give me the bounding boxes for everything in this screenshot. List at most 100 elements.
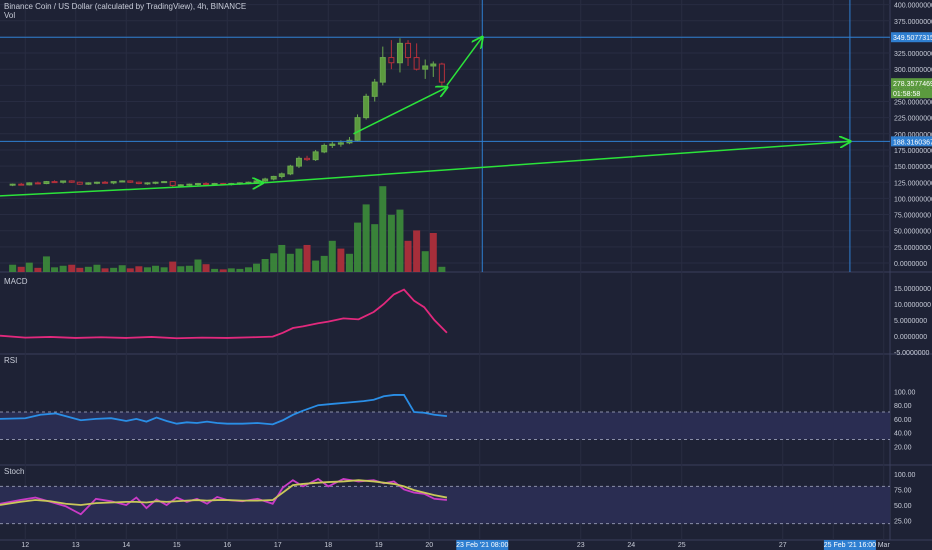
volume-label: Vol [4, 11, 16, 20]
volume-bar [143, 267, 151, 272]
time-tick-label: Mar [878, 542, 891, 549]
stoch-tick-label: 75.00 [894, 488, 912, 495]
rsi-line [0, 394, 448, 426]
candle-body [262, 178, 269, 182]
candle-body [68, 180, 75, 183]
volume-bar [295, 248, 303, 272]
candle-body [354, 117, 361, 141]
volume-bar [362, 204, 370, 272]
volume-bar [185, 265, 193, 272]
time-tick-label: 27 [779, 542, 787, 549]
volume-bar [202, 264, 210, 272]
rsi-tick-label: 20.00 [894, 444, 912, 451]
candle-body [321, 144, 328, 153]
time-tick-label: 18 [324, 542, 332, 549]
volume-bar [387, 214, 395, 272]
volume-bar [9, 264, 17, 272]
price-tick-label: 200.0000000 [894, 132, 932, 139]
volume-bar [76, 267, 84, 272]
volume-bar [303, 244, 311, 272]
candle-body [161, 181, 168, 184]
volume-bar [278, 244, 286, 272]
volume-bar [421, 251, 429, 272]
candle-body [430, 63, 437, 67]
time-highlight-label: 23 Feb '21 08:00 [456, 542, 508, 549]
price-tick-label: 50.0000000 [894, 229, 931, 236]
time-tick-label: 25 [678, 542, 686, 549]
trend-arrow [262, 141, 850, 184]
time-tick-label: 15 [173, 542, 181, 549]
current-price-tag: 278.3577469 [893, 81, 932, 88]
price-tick-label: 125.0000000 [894, 180, 932, 187]
macd-tick-label: -5.0000000 [894, 350, 930, 357]
candle-body [388, 57, 395, 64]
time-tick-label: 20 [425, 542, 433, 549]
candle-body [270, 175, 277, 180]
candle-body [186, 183, 193, 186]
upper-line-price-tag-bg [891, 32, 932, 43]
candle-body [304, 157, 311, 161]
candle-body [76, 181, 83, 185]
candle-body [34, 182, 41, 185]
candle-body [144, 182, 151, 185]
macd-pane-label: MACD [4, 277, 28, 286]
candle-body [102, 181, 109, 184]
candle-body [43, 181, 50, 185]
candle-body [127, 180, 134, 183]
candle-body [26, 182, 33, 186]
volume-bar [42, 256, 50, 272]
rsi-tick-label: 60.00 [894, 417, 912, 424]
candle-body [278, 173, 285, 177]
candle-body [119, 180, 126, 183]
price-tick-label: 0.0000000 [894, 261, 927, 268]
candle-body [337, 142, 344, 145]
candle-body [152, 181, 159, 184]
candle-body [135, 181, 142, 185]
volume-bar [244, 267, 252, 272]
candle-body [9, 183, 16, 186]
rsi-tick-label: 100.00 [894, 390, 916, 397]
rsi-pane-label: RSI [4, 356, 18, 365]
volume-bar [169, 261, 177, 272]
volume-bar [337, 248, 345, 272]
candle-body [438, 63, 445, 83]
stoch-tick-label: 50.00 [894, 503, 912, 510]
volume-bar [429, 233, 437, 272]
candle-body [18, 183, 25, 186]
candle-body [194, 183, 201, 186]
volume-bar [84, 266, 92, 272]
macd-tick-label: 5.0000000 [894, 318, 927, 325]
volume-bar [227, 268, 235, 272]
candle-body [396, 42, 403, 64]
volume-bar [211, 268, 219, 272]
candle-body [211, 183, 218, 186]
time-tick-label: 13 [72, 542, 80, 549]
candle-body [312, 151, 319, 161]
candle-body [169, 181, 176, 186]
price-tick-label: 325.0000000 [894, 51, 932, 58]
countdown-tag: 01:58:58 [893, 91, 920, 98]
candle-body [413, 57, 420, 70]
time-tick-label: 12 [21, 542, 29, 549]
lower-line-price-tag: 188.3160367 [893, 139, 932, 146]
macd-tick-label: 15.0000000 [894, 286, 931, 293]
volume-bar [404, 240, 412, 272]
volume-bar [93, 264, 101, 272]
macd-tick-label: 10.0000000 [894, 302, 931, 309]
time-highlight-label: 25 Feb '21 16:00 [824, 542, 876, 549]
price-tick-label: 300.0000000 [894, 67, 932, 74]
macd-line [0, 288, 448, 340]
rsi-tick-label: 80.00 [894, 403, 912, 410]
volume-bar [118, 265, 126, 272]
candle-body [110, 181, 117, 184]
time-highlight-bg [456, 540, 509, 550]
candle-body [203, 183, 210, 186]
volume-bar [379, 186, 387, 272]
volume-bar [51, 267, 59, 272]
candle-body [177, 184, 184, 187]
volume-bar [17, 266, 25, 272]
volume-bar [236, 268, 244, 272]
time-tick-label: 24 [627, 542, 635, 549]
